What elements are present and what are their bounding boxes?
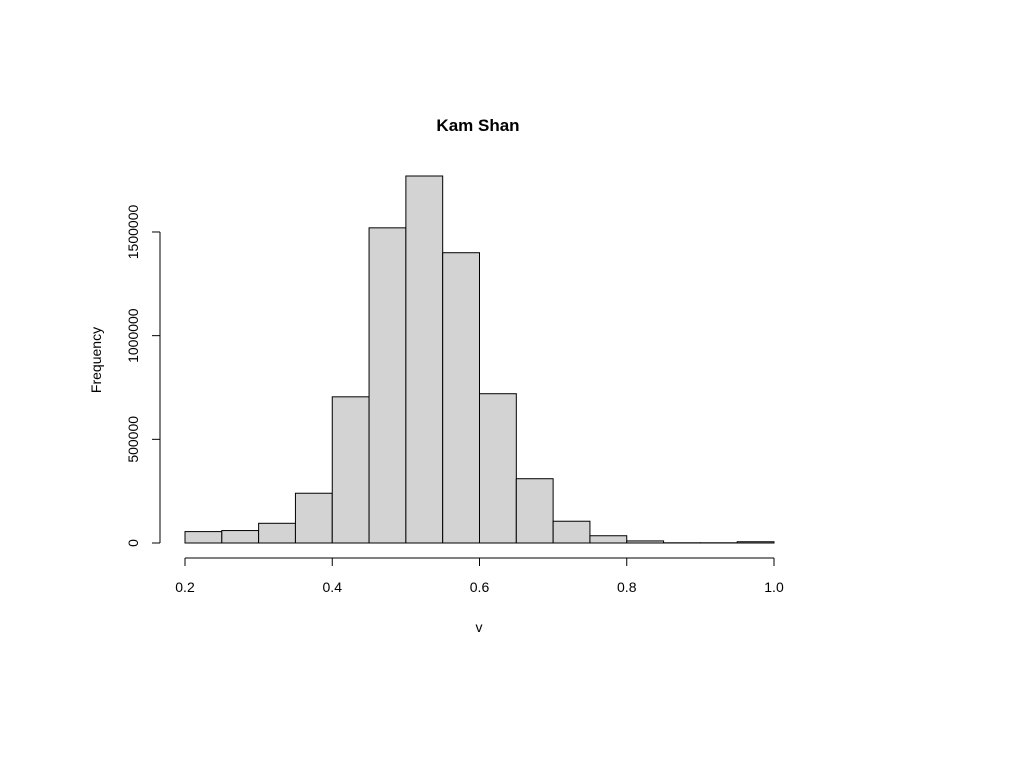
- histogram-bar: [479, 393, 517, 544]
- histogram-bar: [258, 522, 296, 544]
- histogram-bar: [184, 531, 223, 544]
- x-tick-label: 0.2: [175, 579, 195, 595]
- histogram-bar: [515, 478, 554, 544]
- histogram-bar: [221, 530, 260, 544]
- y-tick-label: 0: [125, 539, 141, 547]
- histogram-bar: [442, 252, 480, 544]
- x-tick-label: 0.4: [323, 579, 343, 595]
- x-axis-label: v: [476, 619, 483, 635]
- x-tick-label: 1.0: [764, 579, 784, 595]
- histogram-bar: [736, 541, 775, 544]
- histogram-bar: [294, 492, 333, 544]
- y-tick-label: 1500000: [125, 205, 141, 260]
- chart-title: Kam Shan: [436, 116, 519, 135]
- histogram-bar: [331, 396, 370, 544]
- x-tick-label: 0.6: [470, 579, 490, 595]
- histogram-bar: [405, 175, 444, 544]
- x-tick-label: 0.8: [617, 579, 637, 595]
- histogram-bar: [589, 535, 628, 544]
- y-axis-label: Frequency: [88, 327, 104, 393]
- y-tick-label: 500000: [125, 416, 141, 463]
- histogram-bar: [368, 227, 407, 544]
- histogram-bar: [552, 520, 591, 544]
- x-axis: 0.2 0.4 0.6 0.8 1.0: [175, 557, 784, 595]
- histogram-bar: [626, 540, 665, 544]
- bars-group: [184, 175, 775, 544]
- y-axis: 0 500000 1000000 1500000: [125, 205, 161, 547]
- y-tick-label: 1000000: [125, 308, 141, 363]
